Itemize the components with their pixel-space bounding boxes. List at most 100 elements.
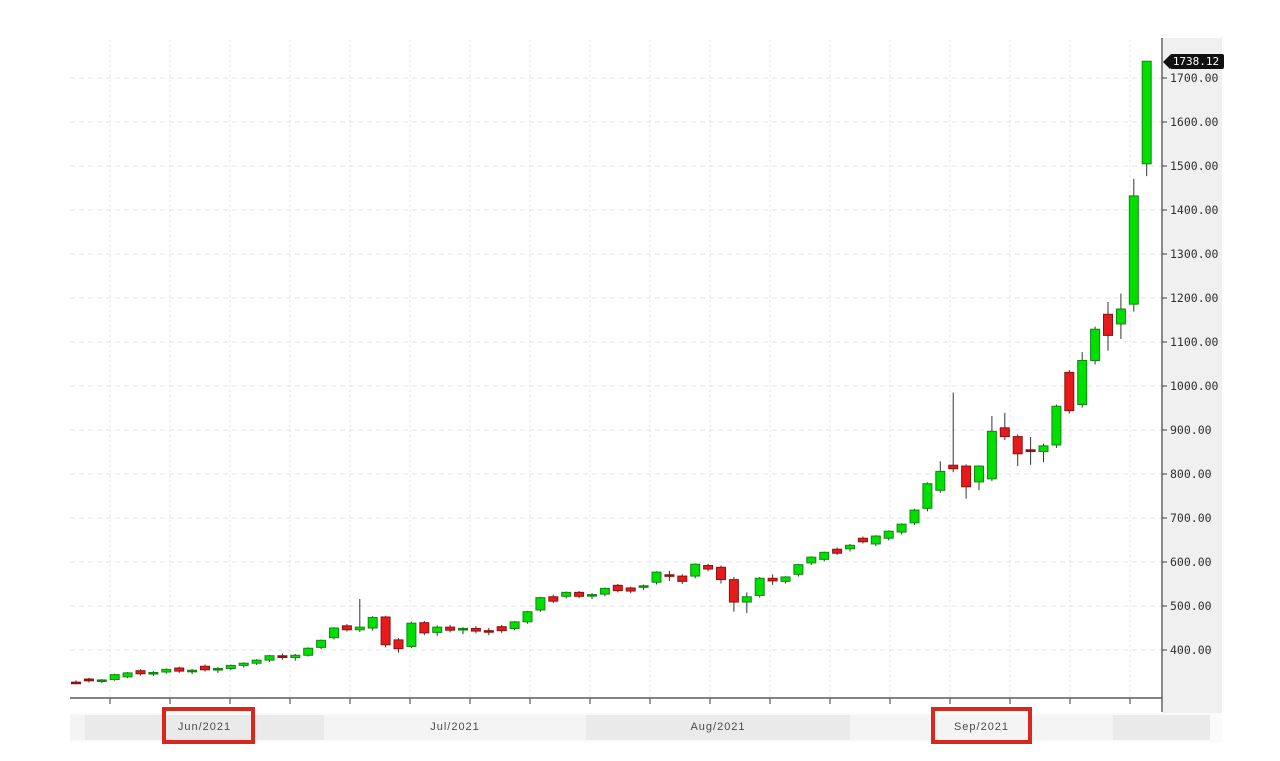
price-axis-gutter <box>1162 38 1222 741</box>
current-price-value: 1738.12 <box>1170 54 1224 69</box>
candle <box>651 571 662 585</box>
price-tick-label: 600.00 <box>1170 555 1212 569</box>
candle-body-down <box>393 639 404 650</box>
candle-body-down <box>548 596 559 602</box>
candle <box>612 584 623 593</box>
candle-body-up <box>870 535 881 545</box>
candle-body-up <box>741 596 752 603</box>
candle-body-up <box>909 509 920 524</box>
time-band <box>324 715 586 740</box>
candle <box>638 584 649 591</box>
candle-body-down <box>174 667 185 672</box>
candle-body-up <box>225 664 236 669</box>
candle-body-down <box>961 465 972 488</box>
candle-body-up <box>819 551 830 560</box>
candle <box>845 543 855 552</box>
candle <box>96 679 107 683</box>
candle-body-up <box>883 530 894 539</box>
candle <box>1103 301 1113 351</box>
candle <box>522 610 533 624</box>
candle <box>909 508 920 526</box>
candle-body-up <box>638 585 649 588</box>
candle <box>896 523 907 535</box>
candle <box>71 680 81 685</box>
candle-body-up <box>354 626 365 631</box>
candle <box>561 591 572 599</box>
candle-body-up <box>896 523 907 533</box>
candle-body-up <box>935 470 946 491</box>
candle <box>806 556 817 566</box>
candle-body-up <box>212 667 223 671</box>
candle <box>458 627 468 635</box>
candle-body-down <box>135 670 146 675</box>
candle <box>1115 293 1126 339</box>
price-tick-label: 700.00 <box>1170 511 1212 525</box>
candle <box>754 576 765 598</box>
candle <box>857 536 868 544</box>
candle-body-up <box>651 571 662 583</box>
candle-body-up <box>806 556 817 564</box>
candle <box>728 576 739 612</box>
candle <box>354 598 365 632</box>
candle <box>109 673 120 681</box>
candle <box>380 615 391 648</box>
price-tick-label: 1200.00 <box>1170 291 1219 305</box>
candle-body-up <box>1128 195 1139 305</box>
candle-body-down <box>625 587 636 592</box>
candle-body-up <box>161 668 172 673</box>
candle-body-down <box>767 577 778 582</box>
candle-body-up <box>535 597 546 611</box>
time-band <box>70 715 85 740</box>
candle <box>161 668 172 674</box>
candle-body-up <box>303 647 314 656</box>
candle-body-down <box>1012 436 1023 455</box>
candle-body-down <box>483 630 494 633</box>
candle <box>974 465 984 491</box>
candle <box>780 576 791 584</box>
candle <box>445 624 456 633</box>
candle-body-down <box>496 626 507 632</box>
candle <box>432 625 443 636</box>
candle-body-up <box>264 655 275 661</box>
candle <box>1012 434 1023 467</box>
price-tick-label: 1400.00 <box>1170 203 1219 217</box>
candle <box>483 628 494 636</box>
candle <box>135 669 146 676</box>
candle-body-up <box>587 594 597 597</box>
candle <box>419 620 430 636</box>
candle <box>1038 443 1049 463</box>
candle-body-up <box>509 621 520 629</box>
candle <box>535 596 546 612</box>
time-band <box>586 715 850 740</box>
candle-body-down <box>999 427 1010 438</box>
candle-body-up <box>561 591 572 597</box>
candle-body-up <box>922 483 933 509</box>
candle <box>200 664 210 672</box>
candle <box>238 662 249 668</box>
candle <box>251 659 262 665</box>
candle-body-down <box>470 627 481 632</box>
month-label: Aug/2021 <box>690 721 746 733</box>
candle <box>986 415 997 482</box>
month-label: Jul/2021 <box>430 721 480 733</box>
current-price-tag: 1738.12 <box>1163 54 1224 69</box>
candle-body-down <box>1064 371 1075 412</box>
candle-body-down <box>574 591 585 597</box>
candle <box>690 563 701 579</box>
price-tick-label: 500.00 <box>1170 599 1212 613</box>
candle-body-down <box>380 616 391 646</box>
candle <box>470 626 481 634</box>
candle-body-up <box>251 659 262 664</box>
price-tick-label: 1300.00 <box>1170 247 1219 261</box>
candle <box>664 570 675 581</box>
candle-body-up <box>187 669 198 673</box>
candle-body-up <box>986 430 997 480</box>
candle <box>225 664 236 671</box>
candle <box>148 671 159 676</box>
candle <box>703 563 714 572</box>
candle-body-down <box>716 566 726 581</box>
candle-body-down <box>419 622 430 634</box>
month-label: Jun/2021 <box>177 721 232 733</box>
candle <box>212 667 223 673</box>
